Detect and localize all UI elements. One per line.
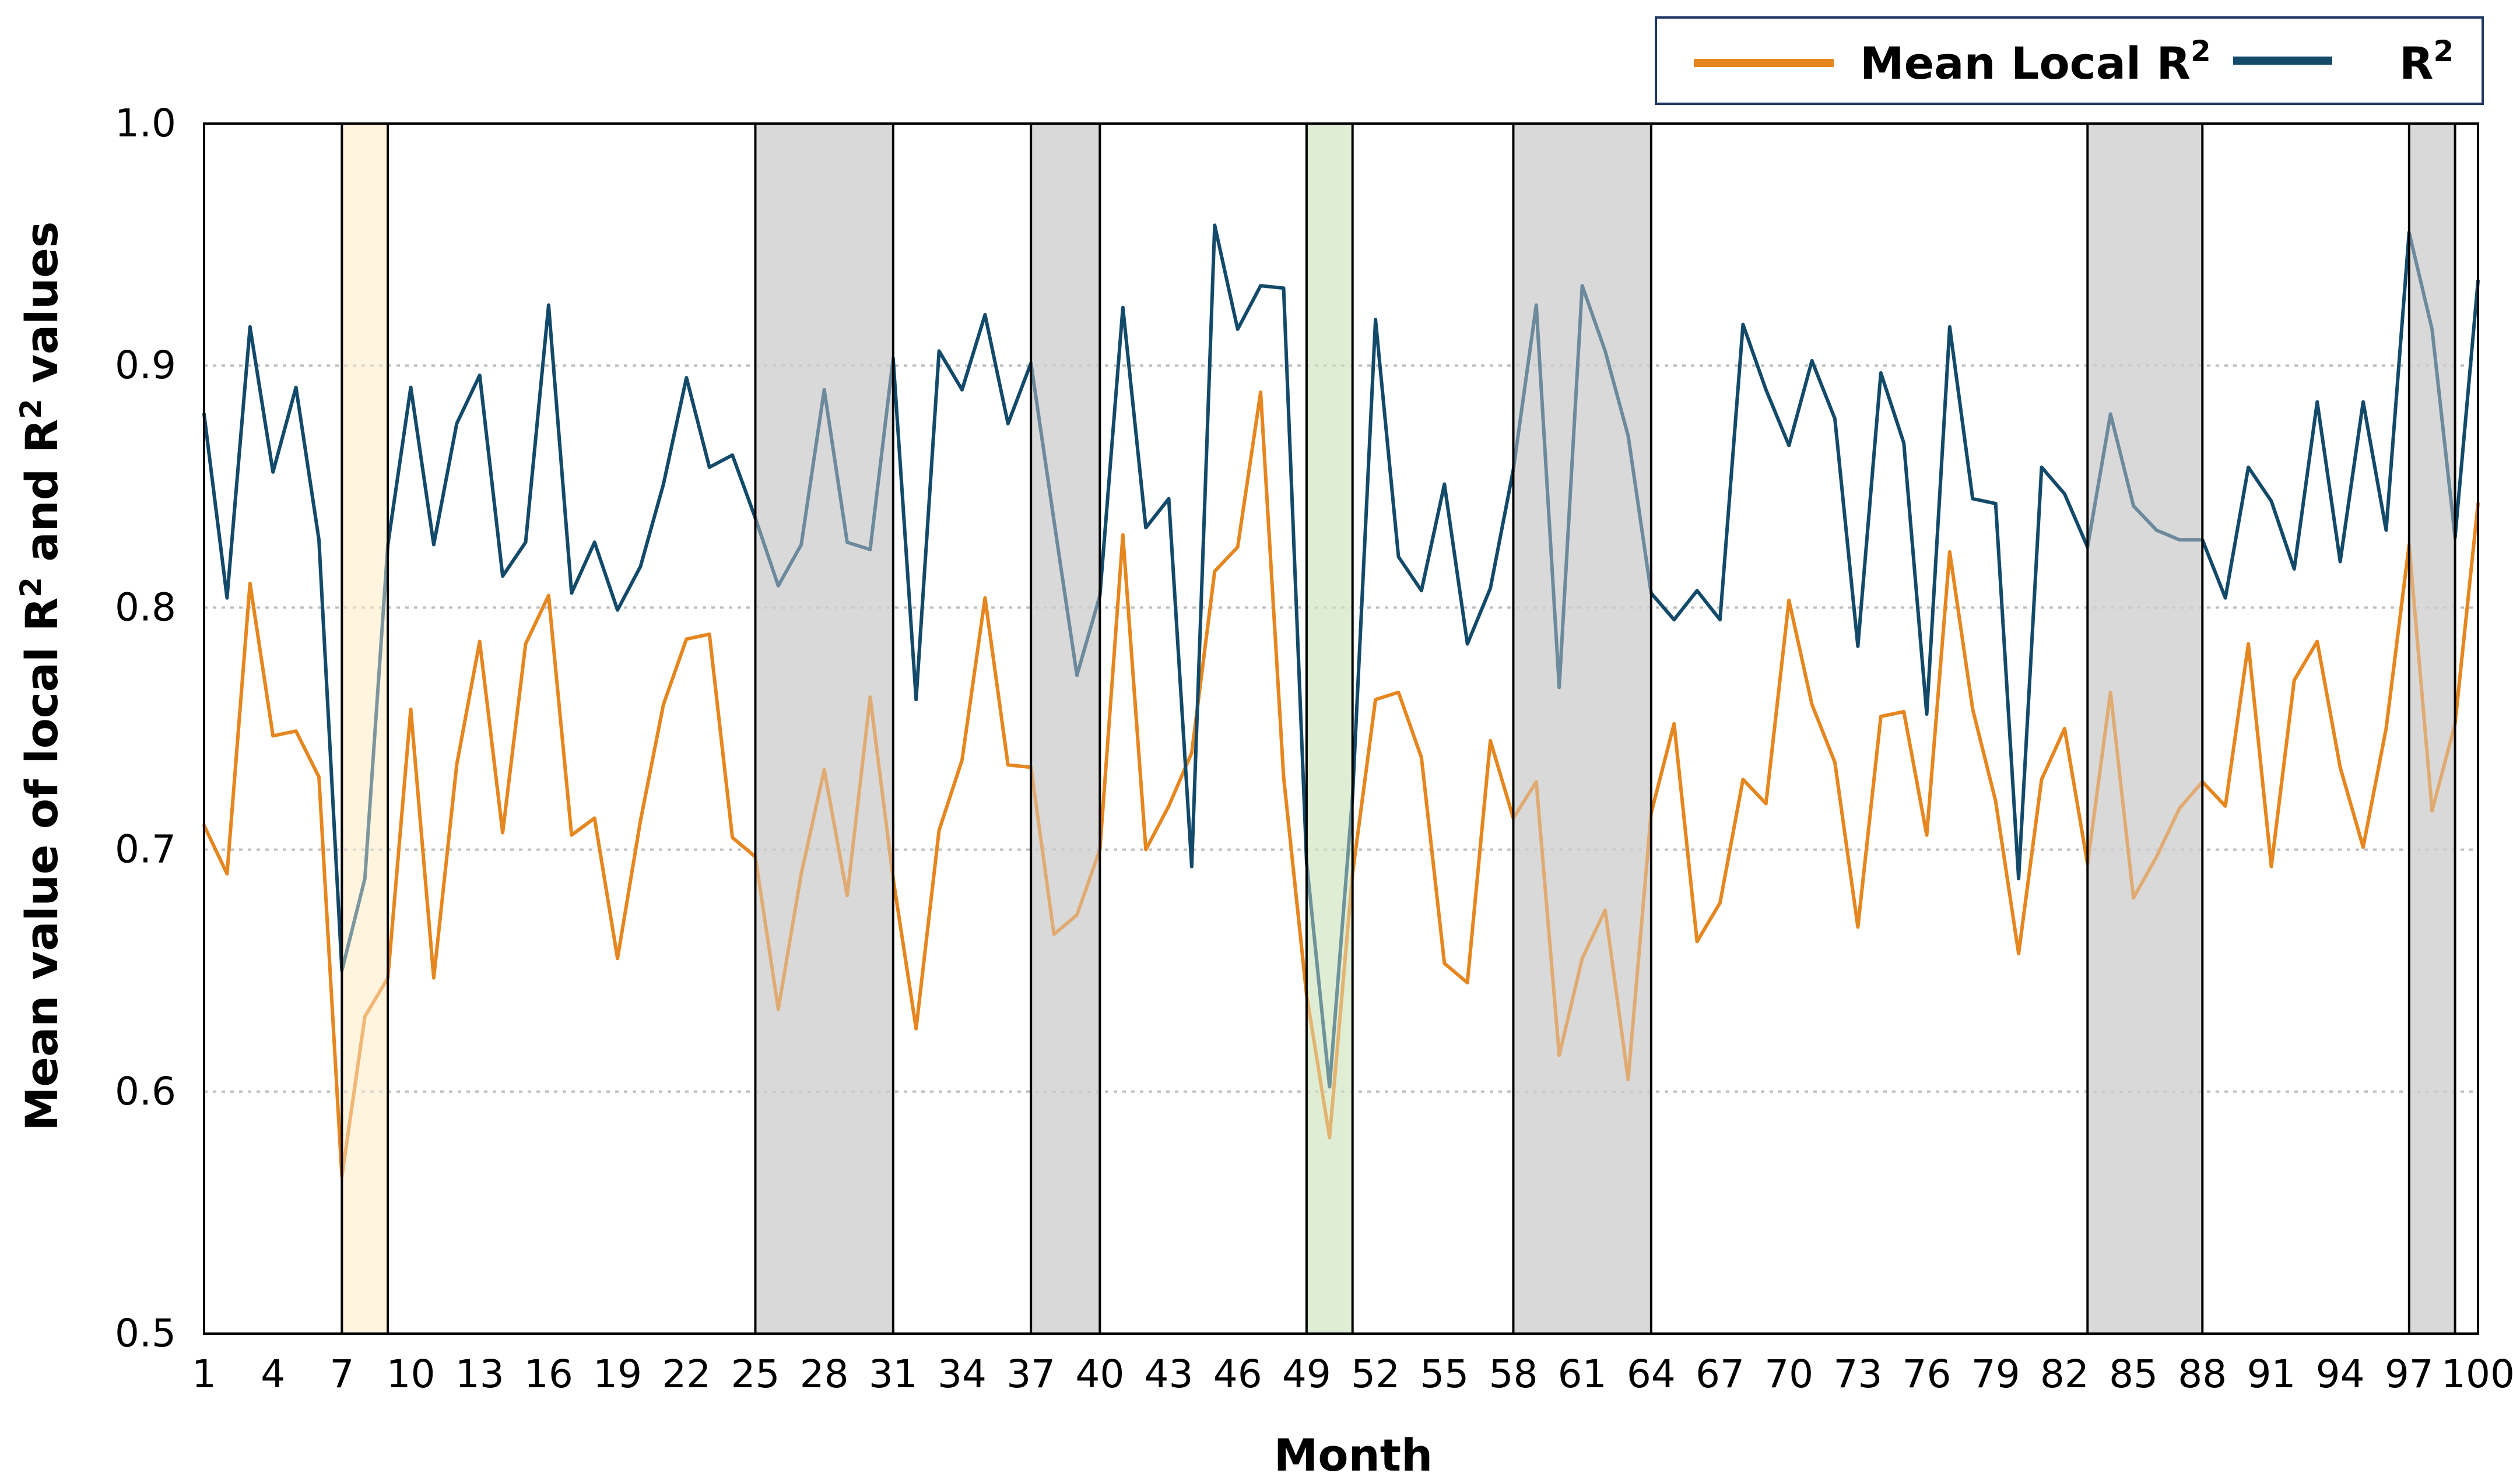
x-tick-label: 64: [1627, 1352, 1676, 1397]
x-tick-label: 7: [329, 1352, 354, 1397]
highlight-band-3: [1031, 124, 1100, 1334]
y-axis-ticks: 0.5 0.6 0.7 0.8 0.9 1.0: [115, 101, 176, 1356]
x-tick-label: 58: [1489, 1352, 1538, 1397]
series-line-r2: [202, 223, 2480, 1089]
legend-label-mean-local-r2: Mean Local R2: [1860, 34, 2211, 89]
plot-area-frame: [203, 122, 2479, 1335]
x-tick-label: 28: [800, 1352, 849, 1397]
x-tick-label: 73: [1833, 1352, 1882, 1397]
highlight-band-outline-4: [1305, 122, 1354, 1335]
x-tick-label: 94: [2316, 1352, 2365, 1397]
x-tick-label: 52: [1351, 1352, 1400, 1397]
highlight-band-outline-1: [341, 122, 389, 1335]
series-lines: [202, 223, 2480, 1179]
highlight-band-outline-2: [754, 122, 894, 1335]
highlight-band-outline-7: [2407, 122, 2456, 1335]
y-axis-title: Mean value of local R2 and R2 values: [14, 221, 68, 1131]
highlight-band-2: [755, 124, 893, 1334]
x-tick-label: 97: [2385, 1352, 2434, 1397]
x-tick-label: 100: [2441, 1352, 2513, 1397]
x-tick-label: 67: [1696, 1352, 1745, 1397]
x-tick-label: 85: [2109, 1352, 2158, 1397]
x-tick-label: 70: [1764, 1352, 1813, 1397]
x-tick-label: 10: [387, 1352, 436, 1397]
x-tick-label: 1: [192, 1352, 216, 1397]
x-tick-label: 79: [1971, 1352, 2020, 1397]
x-tick-label: 22: [662, 1352, 711, 1397]
x-tick-label: 82: [2040, 1352, 2089, 1397]
y-tick-label: 0.9: [115, 343, 176, 388]
x-tick-label: 31: [869, 1352, 918, 1397]
highlight-band-outline-5: [1512, 122, 1652, 1335]
x-tick-label: 40: [1075, 1352, 1124, 1397]
highlight-band-outlines: [341, 122, 2456, 1335]
y-tick-label: 0.6: [115, 1069, 176, 1114]
y-tick-label: 0.7: [115, 827, 176, 872]
y-tick-label: 0.8: [115, 585, 176, 630]
y-tick-label: 1.0: [115, 101, 176, 146]
series-line-mean-local-r2: [202, 390, 2480, 1179]
y-tick-label: 0.5: [115, 1311, 176, 1356]
x-tick-label: 37: [1006, 1352, 1055, 1397]
x-tick-label: 49: [1282, 1352, 1331, 1397]
x-tick-label: 55: [1420, 1352, 1469, 1397]
x-tick-label: 16: [524, 1352, 573, 1397]
x-tick-label: 91: [2247, 1352, 2296, 1397]
x-tick-label: 13: [455, 1352, 504, 1397]
x-tick-label: 19: [593, 1352, 642, 1397]
highlight-band-outline-3: [1030, 122, 1101, 1335]
x-tick-label: 76: [1903, 1352, 1952, 1397]
highlight-band-outline-6: [2086, 122, 2204, 1335]
gridlines: [204, 364, 2478, 1093]
legend: Mean Local R2 R2: [1655, 16, 2484, 105]
legend-label-r2: R2: [2399, 34, 2454, 89]
x-tick-label: 43: [1145, 1352, 1194, 1397]
x-tick-label: 25: [731, 1352, 780, 1397]
x-tick-label: 46: [1213, 1352, 1262, 1397]
x-tick-label: 4: [261, 1352, 285, 1397]
x-tick-label: 34: [938, 1352, 987, 1397]
x-tick-label: 88: [2178, 1352, 2227, 1397]
x-axis-title: Month: [1274, 1429, 1433, 1481]
x-tick-label: 61: [1558, 1352, 1607, 1397]
x-axis-ticks: 1 4 7 10 13 16 19 22 25 28 31 34 37 40 43 46 49 52 55 58 61 6…: [192, 1352, 2513, 1397]
